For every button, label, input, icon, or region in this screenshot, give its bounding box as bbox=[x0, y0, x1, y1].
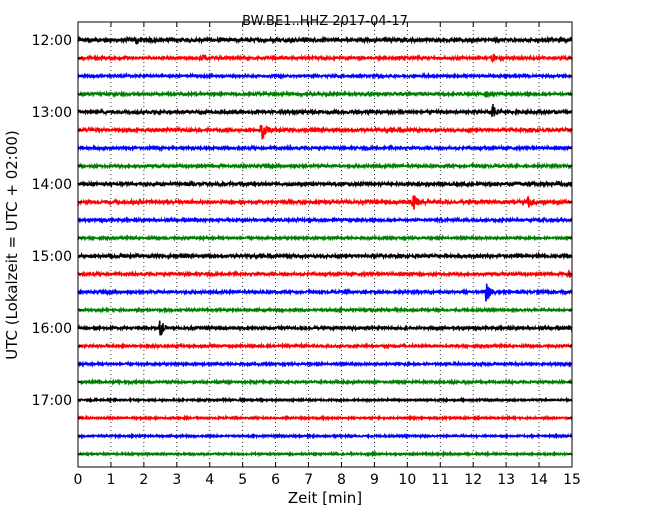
y-tick-label: 17:00 bbox=[32, 393, 72, 409]
x-tick-label: 15 bbox=[563, 472, 581, 488]
trace-line-12:00 bbox=[77, 35, 573, 45]
x-tick-label: 9 bbox=[370, 472, 379, 488]
trace-line-16:15 bbox=[77, 341, 573, 351]
x-tick-label: 2 bbox=[139, 472, 148, 488]
trace-line-14:30 bbox=[77, 215, 573, 225]
x-tick-label: 8 bbox=[337, 472, 346, 488]
x-tick-label: 13 bbox=[497, 472, 515, 488]
x-tick-label: 3 bbox=[172, 472, 181, 488]
trace-line-17:15 bbox=[77, 414, 573, 422]
x-tick-label: 11 bbox=[431, 472, 449, 488]
trace-line-15:00 bbox=[77, 250, 573, 261]
trace-line-14:45 bbox=[77, 234, 573, 242]
trace-line-16:00 bbox=[77, 320, 573, 336]
trace-line-13:30 bbox=[77, 143, 573, 153]
y-tick-label: 12:00 bbox=[32, 33, 72, 49]
x-tick-label: 1 bbox=[106, 472, 115, 488]
trace-line-14:15 bbox=[77, 195, 573, 210]
trace-line-15:15 bbox=[77, 268, 573, 279]
y-tick-label: 16:00 bbox=[32, 321, 72, 337]
trace-line-12:45 bbox=[77, 89, 573, 99]
trace-line-17:30 bbox=[77, 432, 573, 440]
plot-frame bbox=[77, 21, 573, 468]
trace-line-13:45 bbox=[77, 161, 573, 171]
trace-line-12:30 bbox=[77, 71, 573, 81]
trace-line-14:00 bbox=[77, 179, 573, 189]
trace-line-13:15 bbox=[77, 124, 573, 140]
x-axis-label: Zeit [min] bbox=[288, 489, 362, 507]
trace-line-13:00 bbox=[77, 104, 573, 117]
trace-line-15:30 bbox=[77, 283, 573, 302]
trace-line-16:30 bbox=[77, 359, 573, 368]
y-axis-label: UTC (Lokalzeit = UTC + 02:00) bbox=[3, 130, 21, 360]
trace-group bbox=[77, 35, 573, 458]
trace-line-12:15 bbox=[77, 53, 573, 64]
y-tick-label: 13:00 bbox=[32, 105, 72, 121]
x-tick-label: 12 bbox=[464, 472, 482, 488]
x-tick-label: 14 bbox=[530, 472, 548, 488]
trace-line-17:00 bbox=[77, 396, 573, 404]
y-tick-label: 15:00 bbox=[32, 249, 72, 265]
x-tick-label: 6 bbox=[271, 472, 280, 488]
axis-ticks: 0 1 2 3 4 5 6 7 8 9 10 11 12 13 14 1512:0013:0014:0015:… bbox=[32, 22, 581, 488]
trace-line-17:45 bbox=[77, 450, 573, 458]
x-tick-label: 10 bbox=[398, 472, 416, 488]
x-tick-label: 5 bbox=[238, 472, 247, 488]
trace-line-15:45 bbox=[77, 306, 573, 314]
x-tick-label: 0 bbox=[74, 472, 83, 488]
y-tick-label: 14:00 bbox=[32, 177, 72, 193]
x-tick-label: 7 bbox=[304, 472, 313, 488]
x-tick-label: 4 bbox=[205, 472, 214, 488]
trace-line-16:45 bbox=[77, 377, 573, 387]
